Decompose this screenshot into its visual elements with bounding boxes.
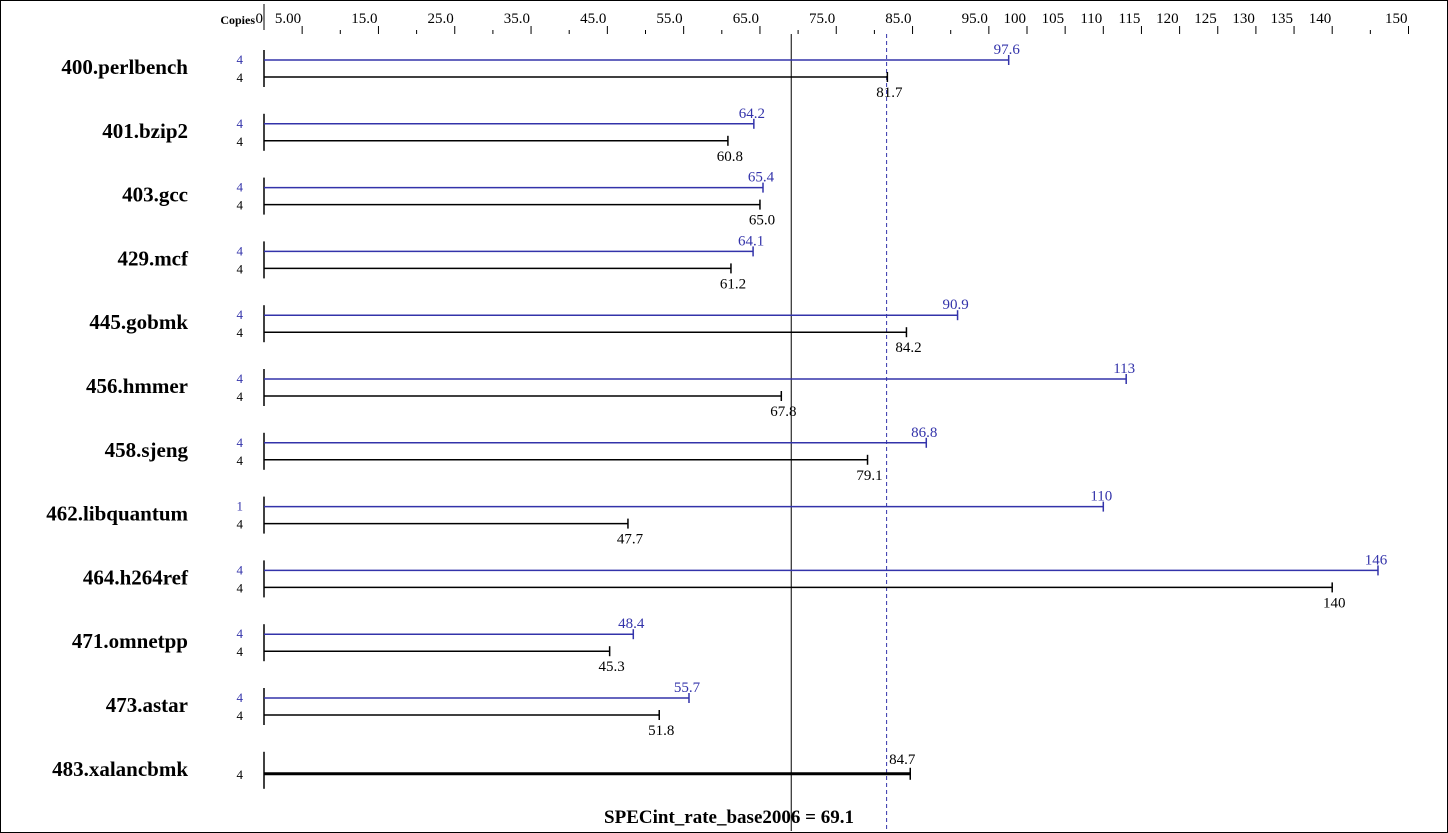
benchmark-label: 403.gcc [122, 183, 188, 207]
base-value-label: 81.7 [876, 85, 903, 101]
x-tick-label: 35.0 [504, 11, 530, 27]
x-tick-label: 75.0 [809, 11, 835, 27]
x-tick-label: 115 [1118, 11, 1140, 27]
base-value-label: 140 [1323, 595, 1346, 611]
base-value-label: 60.8 [717, 149, 743, 165]
x-tick-label: 140 [1309, 11, 1332, 27]
base-copies: 4 [237, 644, 244, 659]
base-copies: 4 [237, 134, 244, 149]
base-copies: 4 [237, 325, 244, 340]
benchmark-label: 473.astar [106, 693, 188, 717]
peak-copies: 4 [237, 180, 244, 195]
x-tick-label: 120 [1156, 11, 1179, 27]
peak-value-label: 146 [1365, 552, 1388, 568]
peak-copies: 4 [237, 562, 244, 577]
benchmark-label: 464.h264ref [83, 565, 189, 589]
base-copies: 4 [237, 261, 244, 276]
base-copies: 4 [237, 708, 244, 723]
base-value-label: 84.7 [889, 752, 916, 768]
base-copies: 4 [237, 453, 244, 468]
x-tick-label: 125 [1194, 11, 1217, 27]
x-tick-label: 150 [1385, 11, 1408, 27]
base-value-label: 84.2 [895, 340, 921, 356]
x-tick-label: 135 [1271, 11, 1294, 27]
benchmark-label: 471.omnetpp [72, 629, 188, 653]
peak-copies: 4 [237, 371, 244, 386]
base-value-label: 67.8 [770, 404, 796, 420]
benchmark-label: 462.libquantum [46, 502, 188, 526]
peak-copies: 4 [237, 626, 244, 641]
peak-copies: 4 [237, 243, 244, 258]
peak-value-label: 55.7 [674, 680, 701, 696]
x-tick-label: 15.0 [351, 11, 377, 27]
benchmark-label: 483.xalancbmk [52, 757, 188, 781]
x-tick-label: 110 [1080, 11, 1102, 27]
x-tick-label: 5.00 [275, 11, 301, 27]
peak-copies: 4 [237, 116, 244, 131]
peak-copies: 4 [237, 690, 244, 705]
base-copies: 4 [237, 517, 244, 532]
peak-value-label: 90.9 [942, 297, 968, 313]
footer-summary: SPECint_rate_base2006 = 69.1 [604, 807, 854, 828]
benchmark-label: 400.perlbench [61, 55, 188, 79]
benchmark-label: 401.bzip2 [102, 119, 188, 143]
base-value-label: 47.7 [617, 532, 644, 548]
x-tick-label: 55.0 [656, 11, 682, 27]
peak-value-label: 113 [1113, 361, 1135, 377]
benchmark-label: 445.gobmk [89, 310, 188, 334]
x-tick-label: 65.0 [733, 11, 759, 27]
peak-value-label: 65.4 [748, 170, 775, 186]
benchmark-label: 456.hmmer [86, 374, 188, 398]
peak-copies: 4 [237, 435, 244, 450]
x-tick-label: 45.0 [580, 11, 606, 27]
x-tick-label: 100 [1004, 11, 1027, 27]
base-copies: 4 [237, 389, 244, 404]
x-tick-label: 0 [256, 11, 264, 27]
benchmark-label: 458.sjeng [105, 438, 189, 462]
base-copies: 4 [237, 767, 244, 782]
peak-copies: 4 [237, 307, 244, 322]
peak-value-label: 48.4 [618, 616, 645, 632]
peak-copies: 4 [237, 52, 244, 67]
x-tick-label: 25.0 [428, 11, 454, 27]
base-value-label: 79.1 [856, 468, 882, 484]
x-tick-label: 105 [1042, 11, 1065, 27]
x-tick-label: 95.0 [962, 11, 988, 27]
peak-value-label: 64.2 [739, 106, 765, 122]
base-value-label: 51.8 [648, 723, 674, 739]
base-value-label: 61.2 [720, 276, 746, 292]
base-copies: 4 [237, 198, 244, 213]
peak-value-label: 97.6 [994, 42, 1021, 58]
base-copies: 4 [237, 70, 244, 85]
benchmark-label: 429.mcf [117, 246, 189, 270]
peak-value-label: 86.8 [911, 425, 937, 441]
x-tick-label: 130 [1232, 11, 1255, 27]
base-value-label: 65.0 [749, 213, 775, 229]
x-tick-label: 85.0 [885, 11, 911, 27]
peak-copies: 1 [237, 499, 244, 514]
base-copies: 4 [237, 580, 244, 595]
peak-value-label: 64.1 [738, 233, 764, 249]
copies-header: Copies [220, 13, 255, 27]
base-value-label: 45.3 [599, 659, 625, 675]
peak-value-label: 110 [1090, 489, 1112, 505]
